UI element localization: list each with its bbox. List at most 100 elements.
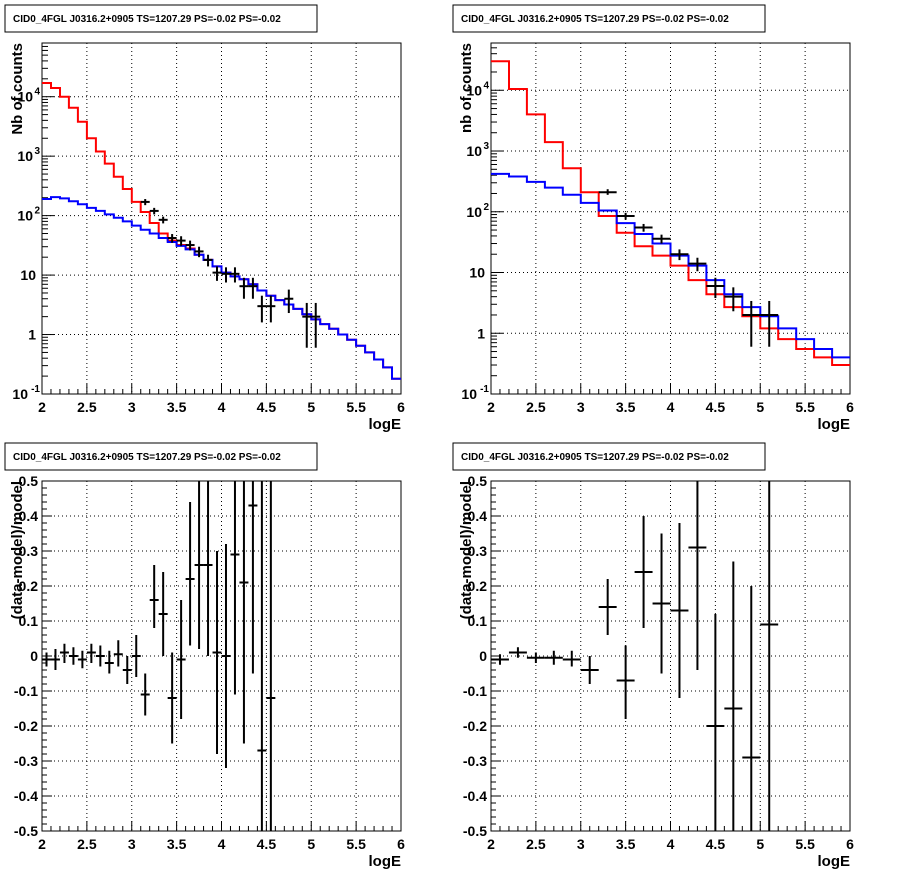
y-tick-label: -0.1 [14, 683, 38, 699]
x-tick-label: 6 [397, 836, 405, 852]
data-point [284, 289, 294, 314]
histogram-line [491, 172, 850, 359]
top-right-panel: CID0_4FGL J0316.2+0905 TS=1207.29 PS=-0.… [452, 4, 854, 433]
data-point [122, 656, 132, 684]
data-point [149, 207, 159, 215]
data-point [257, 295, 267, 323]
bottom-left-chart: 2 2.5 3 3.5 4 4.5 5 5.5 6 -0.5 -0.4 -0.3 -0.2 -0.1 0 0.… [9, 473, 405, 870]
y-tick-label: 0.2 [19, 578, 39, 594]
data-point [508, 647, 527, 658]
data-point [248, 481, 258, 674]
y-tick-exponent: 2 [34, 206, 40, 217]
y-tick-label: 0 [30, 648, 38, 664]
x-tick-label: 3 [577, 399, 585, 415]
x-tick-label: 5.5 [795, 836, 815, 852]
x-tick-label: 4.5 [706, 399, 726, 415]
plot-area [491, 60, 850, 366]
y-tick-exponent: -1 [31, 384, 40, 395]
y-tick-label: 10 [466, 204, 482, 220]
plot-area [42, 82, 401, 380]
x-tick-label: 4 [218, 836, 226, 852]
data-point [176, 600, 186, 719]
bottom-left-panel: CID0_4FGL J0316.2+0905 TS=1207.29 PS=-0.… [4, 442, 405, 870]
data-point [760, 300, 779, 347]
data-point [86, 643, 96, 663]
data-point [634, 516, 653, 628]
data-point [688, 481, 707, 670]
y-tick-label: -0.4 [14, 788, 38, 804]
data-point [104, 650, 114, 674]
bottom-right-chart: 2 2.5 3 3.5 4 4.5 5 5.5 6 -0.5 -0.4 -0.3 -0.2 -0.1 0 0.… [458, 473, 854, 870]
x-tick-label: 6 [397, 399, 405, 415]
x-tick-label: 2 [38, 836, 46, 852]
histogram-line [42, 196, 401, 380]
y-tick-exponent: 3 [483, 141, 489, 152]
data-point [544, 650, 563, 665]
x-tick-label: 2 [38, 399, 46, 415]
x-tick-label: 4 [667, 399, 675, 415]
plot-area [491, 481, 779, 831]
x-tick-label: 3.5 [167, 399, 187, 415]
y-tick-label: -0.3 [463, 753, 487, 769]
y-tick-label: 10 [20, 267, 36, 283]
y-tick-label: -0.2 [14, 718, 38, 734]
x-tick-label: 3.5 [167, 836, 187, 852]
data-point [185, 502, 195, 646]
bottom-right-title-box [452, 442, 766, 471]
top-left-title-box [4, 4, 318, 33]
y-axis-title: nb of counts [458, 43, 475, 133]
data-point [688, 257, 707, 272]
x-tick-label: 6 [846, 399, 854, 415]
y-tick-exponent: 4 [483, 80, 489, 91]
y-tick-label: 1 [477, 325, 485, 341]
y-tick-label: 10 [17, 208, 33, 224]
x-tick-label: 2.5 [77, 399, 97, 415]
y-tick-exponent: 3 [34, 146, 40, 157]
data-point [230, 481, 240, 695]
top-left-panel: CID0_4FGL J0316.2+0905 TS=1207.29 PS=-0.… [4, 4, 405, 433]
x-tick-label: 5 [756, 399, 764, 415]
y-tick-label: 0 [479, 648, 487, 664]
y-axis-title: (data-model)/model [9, 481, 26, 619]
data-point [706, 614, 725, 831]
y-tick-label: 10 [466, 143, 482, 159]
y-tick-label: -0.5 [463, 823, 487, 839]
x-axis-title: logE [818, 416, 851, 433]
data-point [724, 561, 743, 831]
data-point [266, 295, 276, 323]
x-tick-label: 2 [487, 399, 495, 415]
data-point [167, 652, 177, 744]
x-tick-label: 4 [218, 399, 226, 415]
data-point [203, 481, 213, 656]
x-tick-label: 5 [307, 836, 315, 852]
y-tick-label: -0.5 [14, 823, 38, 839]
y-tick-label: -0.4 [463, 788, 487, 804]
data-point [167, 234, 177, 243]
data-point [670, 523, 689, 698]
data-point [248, 277, 258, 299]
x-tick-label: 5.5 [346, 836, 366, 852]
x-tick-label: 5.5 [795, 399, 815, 415]
x-axis-title: logE [369, 853, 402, 870]
y-axis-title: Nb of counts [9, 43, 26, 135]
data-point [239, 277, 249, 299]
x-tick-label: 3.5 [616, 836, 636, 852]
y-tick-label: 10 [12, 386, 28, 402]
x-tick-label: 4 [667, 836, 675, 852]
data-point [140, 673, 150, 716]
data-point [760, 481, 779, 831]
x-tick-label: 4.5 [257, 836, 277, 852]
data-point [724, 287, 743, 312]
data-point [257, 481, 267, 831]
data-point [598, 189, 617, 195]
y-tick-label: 10 [466, 82, 482, 98]
data-point [59, 643, 69, 663]
x-tick-label: 3 [128, 836, 136, 852]
data-point [113, 640, 123, 667]
data-point [68, 647, 78, 665]
y-axis-title: (data-model)/model [458, 481, 475, 619]
data-point [149, 565, 159, 628]
y-tick-label: 0.4 [468, 508, 488, 524]
data-point [203, 254, 213, 267]
